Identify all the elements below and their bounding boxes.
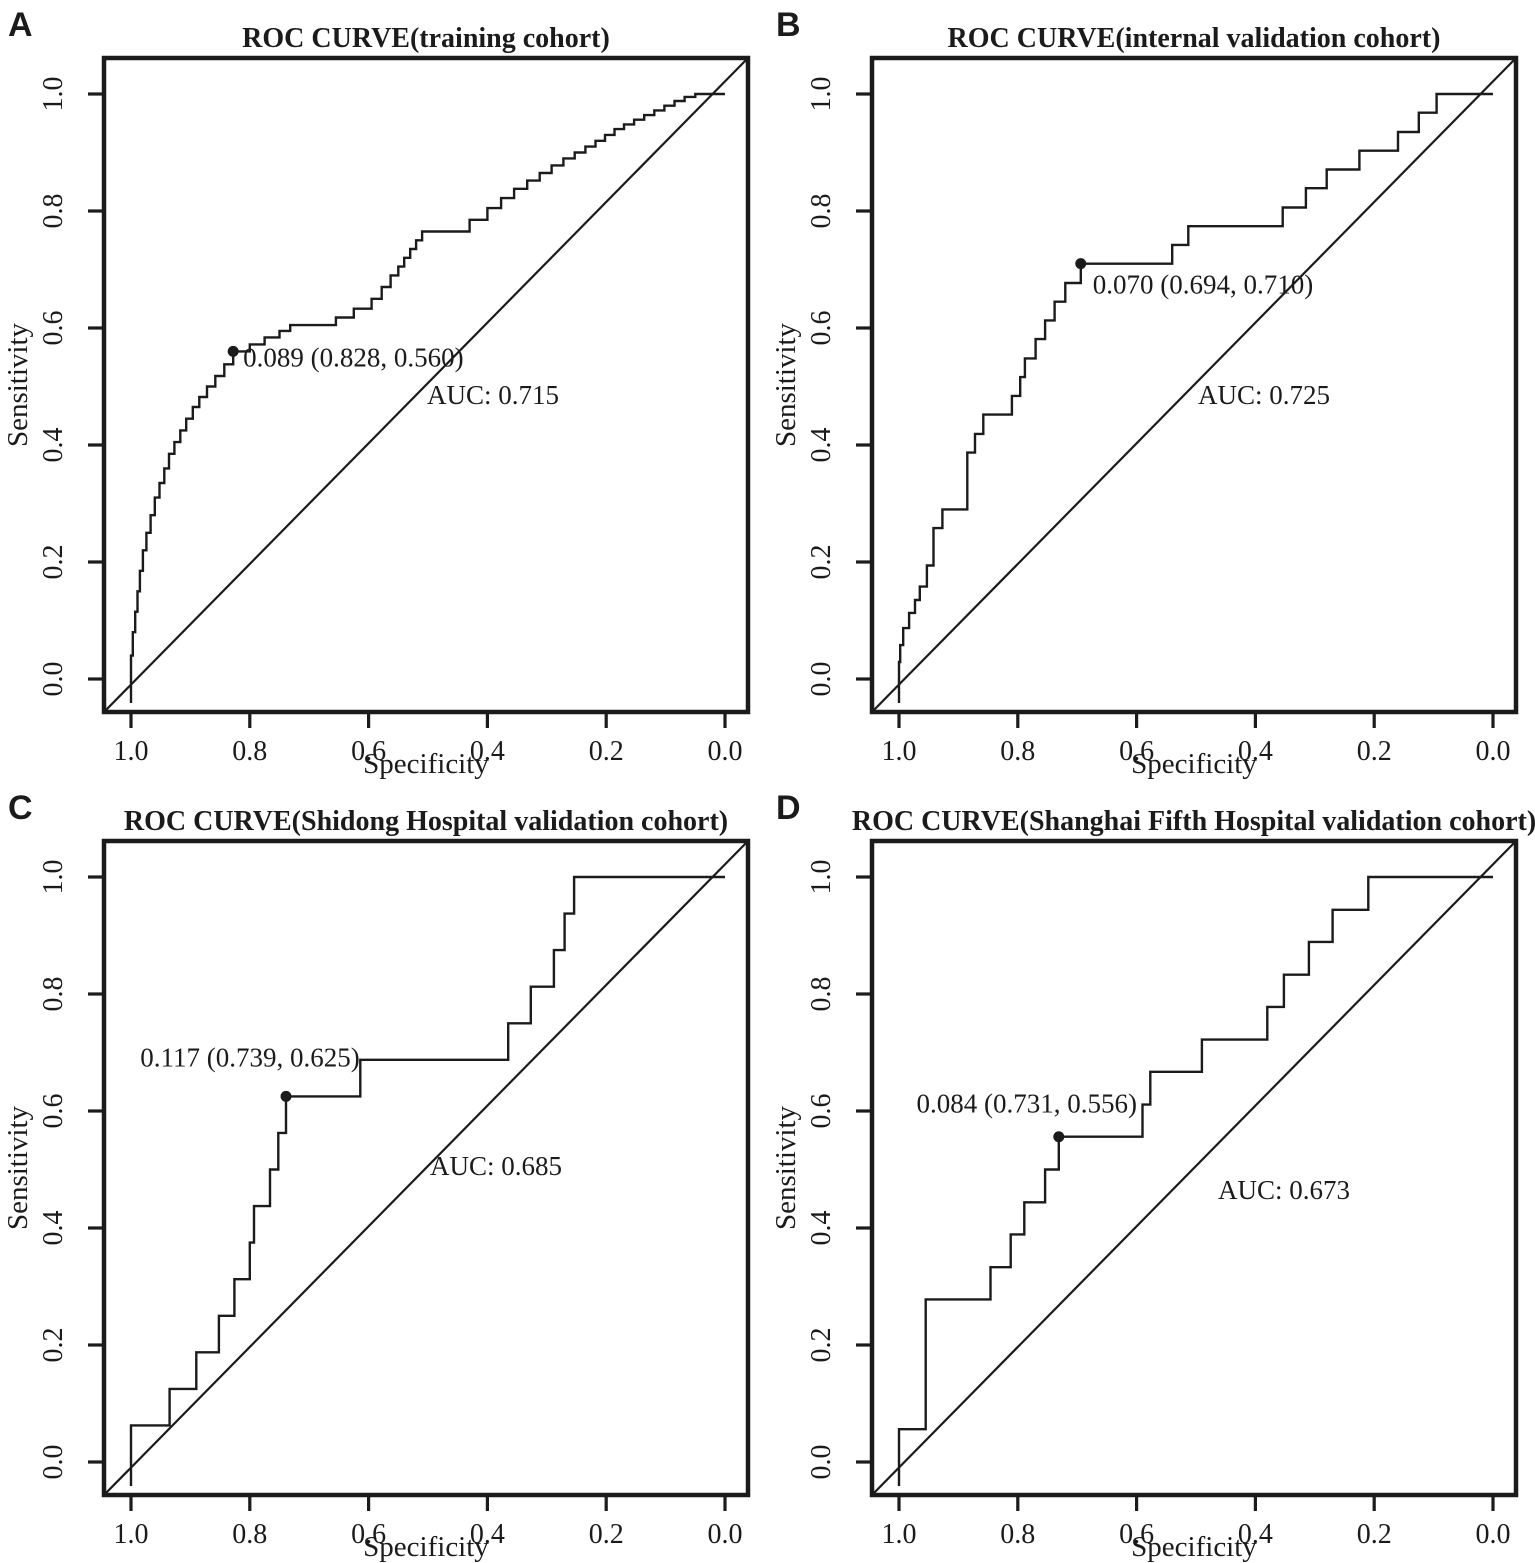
x-tick-label: 0.8 — [1000, 736, 1035, 767]
x-tick-label: 0.8 — [232, 1519, 267, 1550]
x-tick-label: 0.4 — [1238, 1519, 1273, 1550]
cutoff-marker-dot — [280, 1090, 292, 1102]
x-axis-title: Specificity — [1131, 748, 1257, 780]
panel-title: ROC CURVE(Shanghai Fifth Hospital valida… — [852, 806, 1535, 837]
panel-letter: A — [8, 6, 33, 44]
y-axis-title: Sensitivity — [770, 1105, 802, 1230]
roc-panel-a: A ROC CURVE(training cohort) 1.0 0.8 0.6 0.4 0… — [0, 0, 767, 780]
roc-panel-d: D ROC CURVE(Shanghai Fifth Hospital valid… — [768, 783, 1535, 1563]
panel-title: ROC CURVE(internal validation cohort) — [948, 23, 1441, 54]
roc-panel-c: C ROC CURVE(Shidong Hospital validation c… — [0, 783, 767, 1563]
roc-curve-path — [897, 92, 1493, 703]
plot-box — [869, 55, 1519, 715]
cutoff-marker-dot — [227, 345, 239, 357]
roc-plot-svg: C ROC CURVE(Shidong Hospital validation c… — [2, 789, 751, 1563]
panel-letter: C — [8, 789, 33, 827]
auc-label: AUC: 0.715 — [427, 380, 559, 410]
panel-title: ROC CURVE(training cohort) — [242, 23, 610, 54]
x-tick-label: 0.0 — [708, 1519, 743, 1550]
x-tick-label: 0.0 — [1476, 736, 1511, 767]
y-axis-title: Sensitivity — [2, 322, 34, 447]
auc-label: AUC: 0.673 — [1218, 1175, 1350, 1205]
roc-plot-svg: D ROC CURVE(Shanghai Fifth Hospital valid… — [770, 789, 1535, 1563]
y-tick-label: 0.0 — [806, 1445, 837, 1480]
y-tick-label: 0.0 — [38, 1445, 69, 1480]
y-tick-label: 1.0 — [38, 860, 69, 895]
cutoff-marker-dot — [1075, 258, 1087, 270]
y-tick-label: 0.0 — [806, 662, 837, 697]
y-tick-label: 0.0 — [38, 662, 69, 697]
roc-curve-path — [897, 875, 1493, 1486]
panel-letter: D — [776, 789, 801, 827]
y-tick-label: 1.0 — [806, 77, 837, 112]
y-tick-label: 0.2 — [806, 545, 837, 580]
cutoff-marker-label: 0.084 (0.731, 0.556) — [917, 1089, 1137, 1119]
roc-plot-svg: B ROC CURVE(internal validation cohort) 1.… — [770, 6, 1519, 780]
panel-title: ROC CURVE(Shidong Hospital validation co… — [124, 806, 728, 837]
diagonal-reference-line — [103, 840, 749, 1496]
x-tick-label: 0.2 — [1357, 736, 1392, 767]
x-tick-label: 0.2 — [589, 736, 624, 767]
y-tick-label: 0.8 — [38, 194, 69, 229]
cutoff-marker-dot — [1053, 1131, 1065, 1143]
plot-box — [101, 55, 751, 715]
x-tick-label: 0.2 — [1357, 1519, 1392, 1550]
x-tick-label: 0.4 — [470, 1519, 505, 1550]
y-tick-label: 0.4 — [806, 1211, 837, 1246]
x-tick-label: 0.6 — [351, 736, 386, 767]
y-tick-label: 1.0 — [38, 77, 69, 112]
y-tick-label: 0.4 — [38, 428, 69, 463]
x-tick-label: 0.6 — [1119, 1519, 1154, 1550]
roc-panel-b: B ROC CURVE(internal validation cohort) 1.… — [768, 0, 1535, 780]
plot-box — [101, 838, 751, 1498]
x-tick-label: 0.4 — [1238, 736, 1273, 767]
diagonal-reference-line — [871, 57, 1517, 713]
panel-letter: B — [776, 6, 801, 44]
auc-label: AUC: 0.725 — [1198, 380, 1330, 410]
y-tick-label: 0.4 — [806, 428, 837, 463]
x-tick-label: 1.0 — [114, 1519, 149, 1550]
cutoff-marker-label: 0.117 (0.739, 0.625) — [140, 1042, 359, 1072]
diagonal-reference-line — [871, 840, 1517, 1496]
x-tick-label: 0.0 — [708, 736, 743, 767]
y-tick-label: 0.2 — [38, 1328, 69, 1363]
x-tick-label: 0.0 — [1476, 1519, 1511, 1550]
roc-curve-path — [129, 875, 725, 1486]
auc-label: AUC: 0.685 — [430, 1151, 562, 1181]
y-tick-label: 0.2 — [806, 1328, 837, 1363]
x-tick-label: 0.4 — [470, 736, 505, 767]
y-tick-label: 0.6 — [38, 311, 69, 346]
y-tick-label: 1.0 — [806, 860, 837, 895]
roc-plot-svg: A ROC CURVE(training cohort) 1.0 0.8 0.6 0.4 0… — [2, 6, 751, 780]
x-tick-label: 0.8 — [1000, 1519, 1035, 1550]
y-tick-label: 0.2 — [38, 545, 69, 580]
y-axis-title: Sensitivity — [770, 322, 802, 447]
y-tick-label: 0.8 — [806, 194, 837, 229]
y-tick-label: 0.8 — [806, 977, 837, 1012]
cutoff-marker-label: 0.089 (0.828, 0.560) — [243, 342, 463, 372]
x-tick-label: 1.0 — [114, 736, 149, 767]
diagonal-reference-line — [103, 57, 749, 713]
cutoff-marker-label: 0.070 (0.694, 0.710) — [1093, 270, 1313, 300]
x-tick-label: 0.2 — [589, 1519, 624, 1550]
roc-curve-path — [129, 92, 725, 703]
x-tick-label: 0.8 — [232, 736, 267, 767]
x-tick-label: 0.6 — [351, 1519, 386, 1550]
y-tick-label: 0.6 — [806, 311, 837, 346]
x-tick-label: 0.6 — [1119, 736, 1154, 767]
y-tick-label: 0.8 — [38, 977, 69, 1012]
plot-box — [869, 838, 1519, 1498]
x-tick-label: 1.0 — [882, 1519, 917, 1550]
y-tick-label: 0.6 — [38, 1094, 69, 1129]
y-tick-label: 0.4 — [38, 1211, 69, 1246]
y-axis-title: Sensitivity — [2, 1105, 34, 1230]
x-axis-title: Specificity — [1131, 1531, 1257, 1563]
x-tick-label: 1.0 — [882, 736, 917, 767]
x-axis-title: Specificity — [363, 1531, 489, 1563]
y-tick-label: 0.6 — [806, 1094, 837, 1129]
x-axis-title: Specificity — [363, 748, 489, 780]
